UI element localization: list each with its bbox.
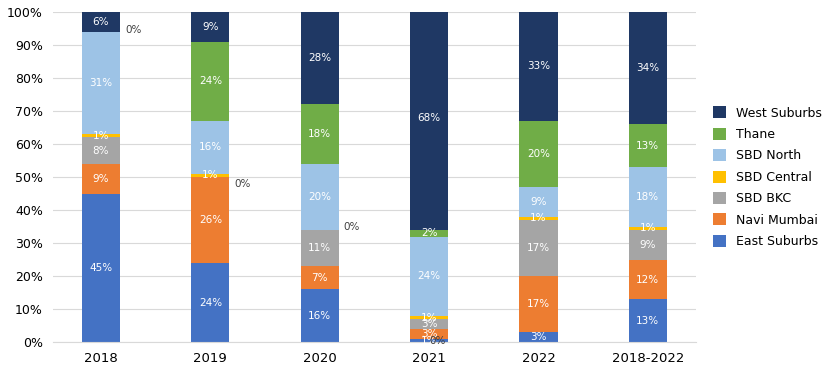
Text: 20%: 20% xyxy=(527,149,550,159)
Text: 3%: 3% xyxy=(421,329,437,339)
Text: 34%: 34% xyxy=(636,63,660,73)
Bar xyxy=(629,260,667,299)
Text: 9%: 9% xyxy=(202,22,218,32)
Text: 26%: 26% xyxy=(199,215,222,225)
Text: 16%: 16% xyxy=(308,311,332,321)
Bar xyxy=(301,105,339,164)
Text: 0%: 0% xyxy=(125,25,142,35)
Bar xyxy=(519,276,557,333)
Bar xyxy=(410,237,448,316)
Text: 1%: 1% xyxy=(640,223,656,233)
Text: 11%: 11% xyxy=(308,243,332,253)
Text: 18%: 18% xyxy=(636,192,660,202)
Bar xyxy=(519,333,557,342)
Bar xyxy=(629,230,667,260)
Text: 33%: 33% xyxy=(527,61,550,71)
Bar xyxy=(192,177,229,263)
Bar xyxy=(410,339,448,342)
Text: 3%: 3% xyxy=(421,319,437,329)
Bar xyxy=(192,263,229,342)
Text: 0%: 0% xyxy=(429,336,446,346)
Bar xyxy=(192,121,229,174)
Bar xyxy=(192,12,229,42)
Text: 20%: 20% xyxy=(308,192,332,202)
Text: 28%: 28% xyxy=(308,53,332,63)
Text: 8%: 8% xyxy=(92,146,109,156)
Text: 1%: 1% xyxy=(421,336,437,346)
Text: 16%: 16% xyxy=(199,142,222,153)
Bar xyxy=(519,12,557,121)
Text: 1%: 1% xyxy=(202,170,218,180)
Bar xyxy=(301,289,339,342)
Bar xyxy=(410,316,448,319)
Text: 1%: 1% xyxy=(92,131,109,141)
Text: 2%: 2% xyxy=(421,228,437,238)
Text: 24%: 24% xyxy=(417,271,441,281)
Bar xyxy=(519,187,557,217)
Bar xyxy=(410,5,448,230)
Text: 31%: 31% xyxy=(89,78,112,88)
Bar xyxy=(301,230,339,266)
Bar xyxy=(629,124,667,167)
Bar xyxy=(410,319,448,329)
Text: 0%: 0% xyxy=(234,179,251,189)
Text: 17%: 17% xyxy=(527,299,550,310)
Text: 45%: 45% xyxy=(89,263,112,273)
Bar xyxy=(82,12,120,32)
Text: 9%: 9% xyxy=(92,174,109,184)
Bar xyxy=(301,164,339,230)
Text: 24%: 24% xyxy=(199,76,222,86)
Text: 17%: 17% xyxy=(527,243,550,253)
Text: 7%: 7% xyxy=(312,273,328,283)
Bar xyxy=(82,194,120,342)
Text: 9%: 9% xyxy=(530,197,546,207)
Text: 12%: 12% xyxy=(636,275,660,285)
Text: 3%: 3% xyxy=(530,332,546,342)
Bar xyxy=(82,32,120,134)
Bar xyxy=(301,12,339,105)
Bar xyxy=(410,329,448,339)
Text: 1%: 1% xyxy=(421,312,437,323)
Bar xyxy=(301,266,339,289)
Legend: West Suburbs, Thane, SBD North, SBD Central, SBD BKC, Navi Mumbai, East Suburbs: West Suburbs, Thane, SBD North, SBD Cent… xyxy=(709,103,826,251)
Bar xyxy=(519,220,557,276)
Bar xyxy=(519,217,557,220)
Bar xyxy=(519,121,557,187)
Text: 9%: 9% xyxy=(640,240,656,250)
Bar xyxy=(410,230,448,237)
Text: 6%: 6% xyxy=(92,17,109,27)
Bar xyxy=(82,134,120,138)
Text: 18%: 18% xyxy=(308,129,332,139)
Bar xyxy=(82,138,120,164)
Bar xyxy=(629,12,667,124)
Text: 24%: 24% xyxy=(199,298,222,308)
Bar xyxy=(82,164,120,194)
Text: 68%: 68% xyxy=(417,113,441,123)
Text: 13%: 13% xyxy=(636,141,660,151)
Bar xyxy=(629,227,667,230)
Bar xyxy=(629,167,667,227)
Text: 0%: 0% xyxy=(344,222,360,232)
Bar xyxy=(192,174,229,177)
Bar xyxy=(629,299,667,342)
Text: 13%: 13% xyxy=(636,316,660,326)
Text: 1%: 1% xyxy=(530,214,546,224)
Bar xyxy=(192,42,229,121)
